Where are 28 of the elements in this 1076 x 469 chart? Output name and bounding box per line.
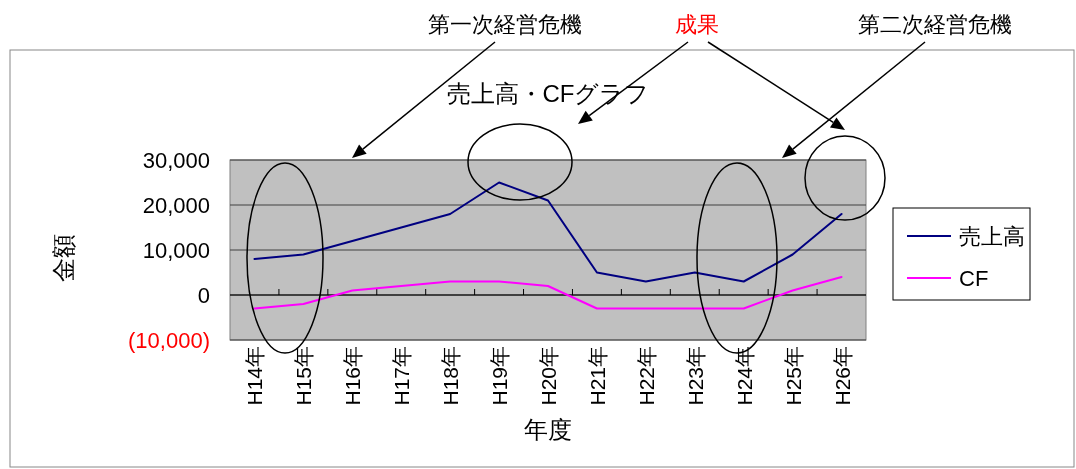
text: 第二次経営危機	[858, 12, 1012, 37]
line-series	[253, 181, 843, 283]
y-tick-label: 20,000	[142, 193, 210, 218]
x-tick-label: H20年	[537, 346, 560, 406]
x-axis-title: 年度	[524, 416, 572, 443]
x-tick-label: H15年	[292, 346, 316, 406]
legend-label: 売上高	[959, 224, 1025, 249]
x-tick-label: H25年	[781, 346, 805, 406]
legend-label: CF	[959, 266, 989, 291]
x-tick-label: H18年	[439, 346, 463, 406]
y-axis-title: 金額	[50, 234, 77, 282]
x-tick-label: H14年	[243, 346, 267, 406]
text: 第一次経営危機	[428, 12, 582, 37]
x-tick-label: H21年	[585, 346, 609, 406]
y-tick-label: 0	[197, 283, 210, 308]
x-tick-label: H22年	[634, 346, 658, 406]
x-tick-label: H24年	[732, 346, 756, 406]
text: 成果	[675, 12, 719, 37]
x-tick-label: H26年	[830, 346, 854, 406]
x-tick-label: H23年	[683, 346, 707, 406]
line-series	[253, 276, 843, 310]
y-tick-label: 30,000	[142, 148, 210, 173]
x-tick-label: H17年	[390, 346, 414, 406]
y-tick-label: (10,000)	[128, 328, 210, 353]
x-tick-label: H19年	[488, 346, 512, 406]
y-tick-label: 10,000	[142, 238, 210, 263]
x-tick-label: H16年	[341, 346, 365, 406]
chart-title: 売上高・CFグラフ	[446, 80, 650, 107]
